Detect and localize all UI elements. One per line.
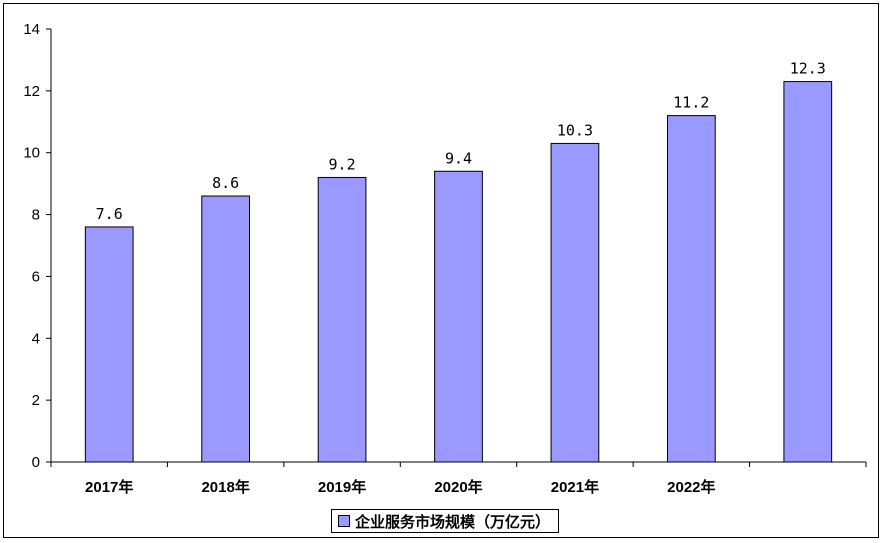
x-tick-label: 2019年 bbox=[318, 478, 366, 496]
x-tick-label: 2022年 bbox=[667, 478, 715, 496]
bar bbox=[550, 142, 600, 463]
bars bbox=[84, 81, 833, 463]
legend-label: 企业服务市场规模（万亿元） bbox=[355, 513, 551, 531]
y-tick-label: 4 bbox=[32, 330, 40, 347]
x-tick-label: 2020年 bbox=[434, 478, 482, 496]
y-tick-label: 10 bbox=[23, 145, 40, 162]
data-label: 7.6 bbox=[96, 205, 123, 223]
bar bbox=[317, 176, 367, 463]
data-label: 9.4 bbox=[445, 149, 472, 167]
x-tick-label: 2017年 bbox=[85, 478, 133, 496]
bar bbox=[666, 115, 716, 463]
bar bbox=[783, 81, 833, 463]
bar bbox=[434, 170, 483, 463]
y-tick-label: 14 bbox=[23, 21, 40, 38]
y-tick-label: 8 bbox=[32, 207, 40, 224]
data-label: 12.3 bbox=[790, 60, 826, 78]
data-label: 10.3 bbox=[557, 121, 593, 139]
data-label: 9.2 bbox=[329, 155, 356, 173]
bar bbox=[201, 195, 251, 463]
x-tick-label: 2021年 bbox=[551, 478, 599, 496]
y-tick-label: 2 bbox=[32, 392, 40, 409]
labels: 0 2 4 6 8 10 12 14 7.6 2017年 8.6 2018年 9.2 2019年 9.4 20… bbox=[23, 21, 826, 496]
legend-swatch bbox=[338, 515, 350, 527]
y-tick-label: 12 bbox=[23, 83, 40, 100]
y-tick-label: 0 bbox=[32, 454, 40, 471]
data-label: 11.2 bbox=[673, 94, 709, 112]
x-tick-label: 2018年 bbox=[201, 478, 249, 496]
y-tick-label: 6 bbox=[32, 268, 40, 285]
legend: 企业服务市场规模（万亿元） bbox=[331, 509, 560, 533]
data-label: 8.6 bbox=[212, 174, 239, 192]
bar bbox=[84, 226, 134, 463]
